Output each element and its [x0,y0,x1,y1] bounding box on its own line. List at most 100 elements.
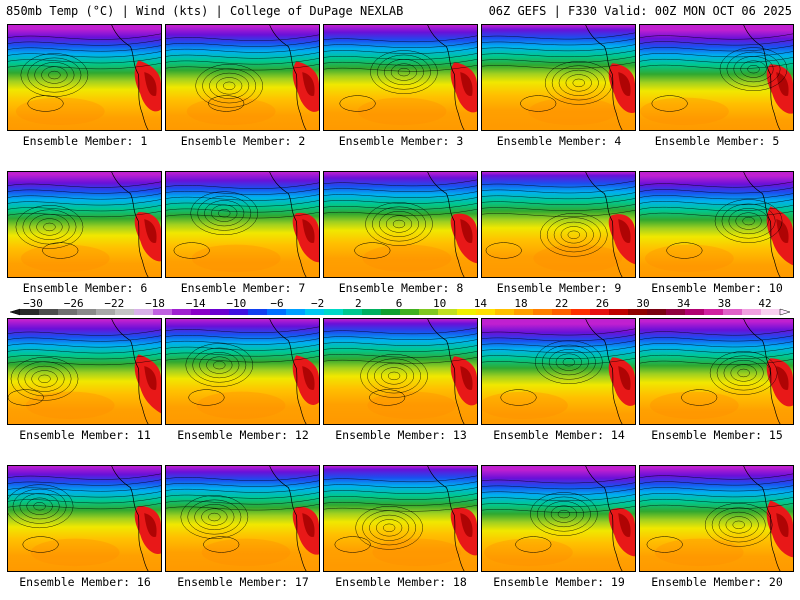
colorbar-tick-label: −14 [186,297,206,310]
heat-dome [292,506,319,555]
temperature-map [166,25,319,130]
heat-dome [608,508,635,557]
colorbar-segment [324,309,344,315]
temperature-map [8,319,161,424]
colorbar-segment [343,309,363,315]
colorbar-segment [153,309,173,315]
colorbar-segment [305,309,325,315]
ensemble-member-label: Ensemble Member: 4 [496,134,622,148]
colorbar-segment [685,309,705,315]
heat-dome [450,213,477,264]
colorbar-segment [115,309,135,315]
colorbar-arrow-low [9,308,21,316]
ensemble-panel-4 [481,24,636,131]
ensemble-panel-18 [323,465,478,572]
colorbar-segment [248,309,268,315]
ensemble-member-label: Ensemble Member: 14 [493,428,625,442]
colorbar-tick-label: −26 [64,297,84,310]
ensemble-panel-8 [323,171,478,278]
heat-dome [134,354,161,414]
heat-dome [134,212,161,262]
colorbar-tick-label: 42 [758,297,771,310]
temperature-map [482,466,635,571]
ensemble-panel-2 [165,24,320,131]
temperature-map [8,466,161,571]
temperature-map [324,466,477,571]
colorbar-arrow-high [779,308,791,316]
temperature-map [166,172,319,277]
ensemble-member-label: Ensemble Member: 12 [177,428,309,442]
colorbar-segment [476,309,496,315]
ensemble-panel-7 [165,171,320,278]
temperature-map [482,25,635,130]
colorbar-segment [96,309,116,315]
chart-title: 850mb Temp (°C) | Wind (kts) | College o… [6,4,404,18]
ensemble-panel-14 [481,318,636,425]
temperature-map [482,319,635,424]
colorbar-tick-label: 38 [718,297,731,310]
colorbar-segment [742,309,762,315]
ensemble-panel-1 [7,24,162,131]
colorbar-segment [362,309,382,315]
colorbar-tick-label: −6 [270,297,283,310]
colorbar-tick-label: −10 [226,297,246,310]
colorbar-tick-label: 6 [396,297,403,310]
colorbar-tick-label: 34 [677,297,691,310]
colorbar-tick-label: 14 [474,297,488,310]
ensemble-member-label: Ensemble Member: 9 [496,281,622,295]
colorbar-tick-label: 10 [433,297,446,310]
colorbar-segment [495,309,515,315]
temperature-map [324,172,477,277]
colorbar-segment [267,309,287,315]
temperature-map [482,172,635,277]
colorbar-segment [77,309,97,315]
ensemble-member-label: Ensemble Member: 6 [22,281,148,295]
heat-dome [450,507,477,556]
ensemble-member-label: Ensemble Member: 20 [651,575,783,589]
ensemble-member-label: Ensemble Member: 19 [493,575,625,589]
colorbar-segment [704,309,724,315]
ensemble-member-label: Ensemble Member: 10 [651,281,783,295]
ensemble-member-label: Ensemble Member: 15 [651,428,783,442]
temperature-map [640,25,793,130]
ensemble-panel-6 [7,171,162,278]
ensemble-panel-19 [481,465,636,572]
colorbar-segment [552,309,572,315]
colorbar-tick-label: 22 [555,297,568,310]
colorbar-segment [628,309,648,315]
colorbar-segment [400,309,420,315]
colorbar-segment [590,309,610,315]
heat-dome [608,214,635,265]
colorbar-segment [419,309,439,315]
colorbar-tick-label: 2 [355,297,362,310]
colorbar-segment [647,309,667,315]
ensemble-member-label: Ensemble Member: 3 [338,134,464,148]
ensemble-member-label: Ensemble Member: 5 [654,134,780,148]
temperature-map [640,319,793,424]
ensemble-panel-12 [165,318,320,425]
colorbar-segment [666,309,686,315]
ensemble-member-label: Ensemble Member: 11 [19,428,151,442]
colorbar-segment [571,309,591,315]
colorbar-tick-label: −18 [145,297,165,310]
colorbar-segment [533,309,553,315]
temperature-map [8,25,161,130]
ensemble-panel-16 [7,465,162,572]
ensemble-panel-9 [481,171,636,278]
ensemble-member-label: Ensemble Member: 16 [19,575,151,589]
colorbar-segment [39,309,59,315]
colorbar-segment [58,309,78,315]
colorbar-segment [191,309,211,315]
colorbar-segment [514,309,534,315]
colorbar-tick-label: −2 [311,297,324,310]
ensemble-member-label: Ensemble Member: 2 [180,134,306,148]
temperature-map [324,25,477,130]
temperature-map [166,319,319,424]
ensemble-panel-15 [639,318,794,425]
colorbar-tick-label: 18 [514,297,527,310]
run-info: 06Z GEFS | F330 Valid: 00Z MON OCT 06 20… [488,4,792,18]
ensemble-member-label: Ensemble Member: 17 [177,575,309,589]
ensemble-member-label: Ensemble Member: 18 [335,575,467,589]
colorbar-tick-label: −22 [104,297,124,310]
ensemble-panel-11 [7,318,162,425]
